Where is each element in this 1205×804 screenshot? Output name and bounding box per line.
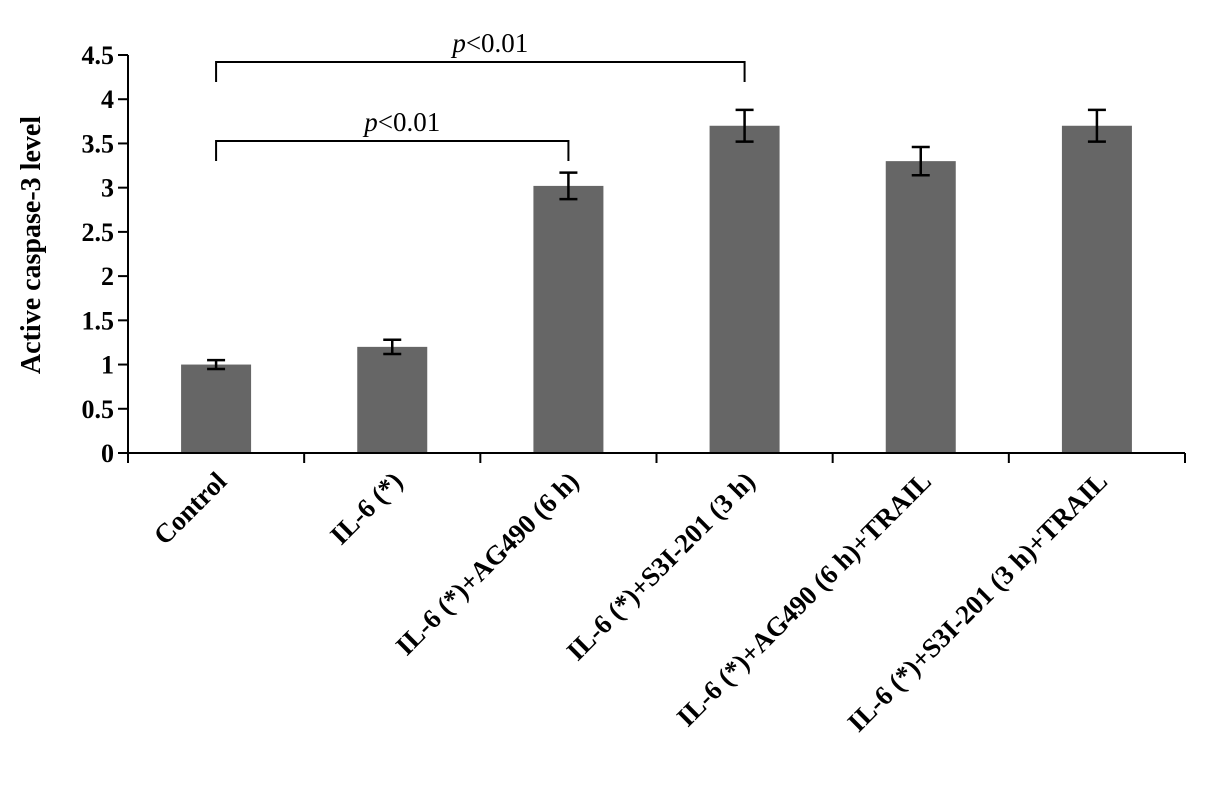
error-bar <box>1087 108 1106 143</box>
y-tick-label: 1 <box>101 351 114 380</box>
bracket-line <box>215 61 746 82</box>
bar <box>1061 125 1132 453</box>
error-bar <box>383 338 402 356</box>
x-tick-label: IL-6 (*) <box>324 466 408 550</box>
error-bar <box>735 108 754 143</box>
y-axis-label: Active caspase-3 level <box>16 116 47 374</box>
error-bar <box>911 145 930 177</box>
error-bar <box>207 358 226 371</box>
y-tick-label: 0.5 <box>82 395 115 424</box>
significance-annotations: p<0.01 p<0.01 <box>215 28 746 161</box>
y-tick-label: 4 <box>101 85 114 114</box>
bar <box>181 364 252 453</box>
p-value-label: p<0.01 <box>450 28 528 58</box>
bars-layer <box>181 125 1132 454</box>
y-tick-label: 3.5 <box>82 129 115 158</box>
x-tick-label: Control <box>148 466 233 551</box>
y-tick-label: 2.5 <box>82 218 115 247</box>
bracket-line <box>215 140 570 161</box>
significance-bracket: p<0.01 <box>215 107 570 161</box>
bar <box>885 161 956 453</box>
y-tick-label: 4.5 <box>82 41 115 70</box>
y-tick-label: 1.5 <box>82 306 115 335</box>
significance-bracket: p<0.01 <box>215 28 746 82</box>
bar <box>533 185 604 454</box>
bar <box>357 346 428 453</box>
y-ticks: 0 0.5 1 1.5 2 2.5 3 3.5 4 4.5 <box>82 41 128 468</box>
y-tick-label: 3 <box>101 174 114 203</box>
p-value-label: p<0.01 <box>362 107 440 137</box>
error-bar <box>559 171 578 201</box>
y-tick-label: 2 <box>101 262 114 291</box>
x-tick-label: IL-6 (*)+AG490 (6 h) <box>390 466 585 661</box>
axes <box>127 55 1185 454</box>
error-bars-layer <box>207 108 1106 371</box>
y-tick-label: 0 <box>101 439 114 468</box>
x-ticks: Control IL-6 (*)IL-6 (*)+AG490 (6 h)IL-6 … <box>127 453 1186 738</box>
bar <box>709 125 780 453</box>
x-tick-label: IL-6 (*)+S3I-201 (3 h) <box>561 466 761 666</box>
